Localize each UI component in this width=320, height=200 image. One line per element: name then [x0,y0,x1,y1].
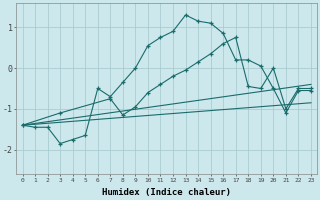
X-axis label: Humidex (Indice chaleur): Humidex (Indice chaleur) [102,188,231,197]
